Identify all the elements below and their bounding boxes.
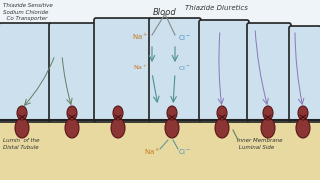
Text: Thiazide Sensitive
Sodium Chloride
  Co Transporter: Thiazide Sensitive Sodium Chloride Co Tr… xyxy=(3,3,53,21)
Ellipse shape xyxy=(263,106,273,120)
Bar xyxy=(0,120,320,180)
Text: Lumin  of the
Distal Tubule: Lumin of the Distal Tubule xyxy=(3,138,39,150)
Ellipse shape xyxy=(113,106,123,120)
FancyBboxPatch shape xyxy=(199,20,249,122)
FancyBboxPatch shape xyxy=(0,23,51,122)
FancyBboxPatch shape xyxy=(149,18,201,122)
Text: Inner Membrane
 Luminal Side: Inner Membrane Luminal Side xyxy=(237,138,283,150)
Ellipse shape xyxy=(217,106,227,120)
Text: Na$^+$: Na$^+$ xyxy=(144,147,160,157)
FancyBboxPatch shape xyxy=(94,18,151,122)
FancyBboxPatch shape xyxy=(289,26,320,122)
Text: Thiazide Diuretics: Thiazide Diuretics xyxy=(185,5,248,11)
Ellipse shape xyxy=(17,106,27,120)
Text: Cl$^-$: Cl$^-$ xyxy=(178,147,191,156)
Ellipse shape xyxy=(261,118,275,138)
Text: Na$^+$: Na$^+$ xyxy=(132,32,148,42)
Text: Cl$^-$: Cl$^-$ xyxy=(178,64,190,72)
Bar xyxy=(0,0,320,105)
Ellipse shape xyxy=(298,106,308,120)
Text: Cl$^-$: Cl$^-$ xyxy=(178,33,191,42)
FancyBboxPatch shape xyxy=(49,23,96,122)
Ellipse shape xyxy=(111,118,125,138)
Ellipse shape xyxy=(15,118,29,138)
Ellipse shape xyxy=(167,106,177,120)
Ellipse shape xyxy=(215,118,229,138)
Ellipse shape xyxy=(65,118,79,138)
Text: Na$^+$: Na$^+$ xyxy=(133,64,148,73)
Ellipse shape xyxy=(67,106,77,120)
Ellipse shape xyxy=(296,118,310,138)
Ellipse shape xyxy=(165,118,179,138)
Text: Blood: Blood xyxy=(153,8,177,17)
FancyBboxPatch shape xyxy=(247,23,291,122)
